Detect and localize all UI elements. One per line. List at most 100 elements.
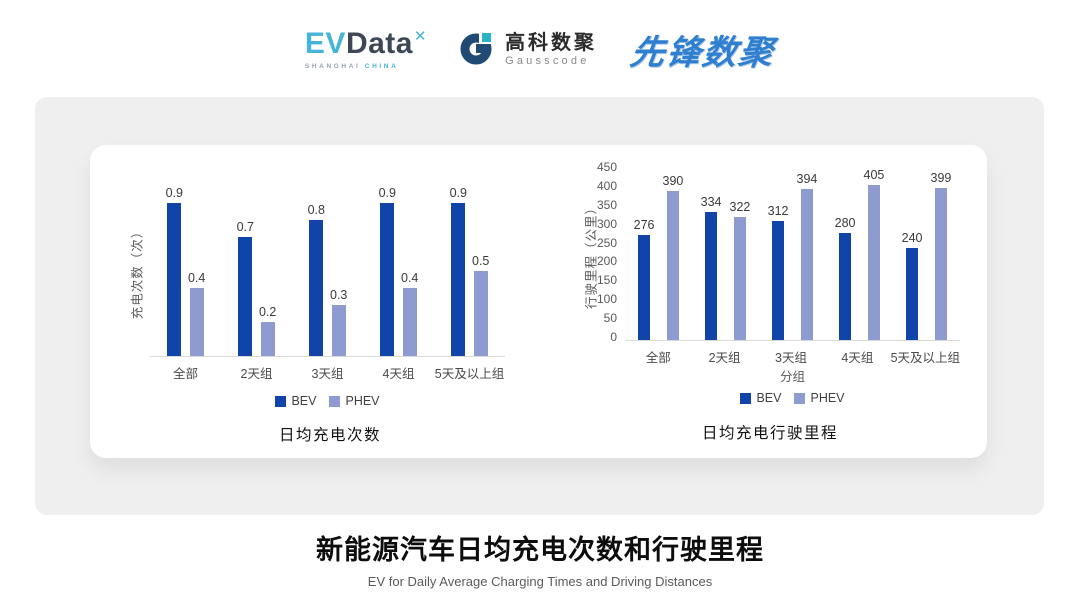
bar-value-label: 0.7 <box>236 220 254 234</box>
category-label: 4天组 <box>841 351 874 365</box>
gausscode-g-icon <box>460 29 497 70</box>
bar-phev-1 <box>666 190 679 340</box>
bar-wrap: 280 <box>835 216 856 340</box>
bar-phev-5 <box>473 271 488 356</box>
bar-bev-1 <box>638 234 651 340</box>
y-tick-label: 50 <box>603 311 617 325</box>
bar-group-5: 0.9 0.5 <box>434 186 505 356</box>
bar-bev-4 <box>380 203 395 356</box>
bar-bev-3 <box>309 220 324 356</box>
legend-label: PHEV <box>345 394 380 408</box>
bar-value-label: 0.3 <box>330 288 348 302</box>
y-tick-label: 350 <box>596 197 617 212</box>
bar-bev-3 <box>772 220 785 340</box>
bar-value-label: 240 <box>901 231 923 246</box>
bar-value-label: 0.4 <box>188 271 206 285</box>
legend-item-bev: BEV <box>740 391 781 405</box>
category-label: 全部 <box>645 351 671 365</box>
legend-swatch-bev <box>275 395 287 407</box>
chart-title: 日均充电行驶里程 <box>701 425 838 442</box>
bar-wrap: 312 <box>768 204 789 340</box>
category-label: 3天组 <box>775 351 807 365</box>
bar-wrap: 0.9 <box>379 186 396 356</box>
charts-card: 充电次数（次） 0.9 0.4 0.7 0.2 0.8 0.3 0.9 0.4 0.9 0.5 全… <box>90 145 987 458</box>
evdata-subtext: SHANGHAI CHINA <box>305 63 426 70</box>
category-label: 5天及以上组 <box>434 367 505 381</box>
bar-group-2: 0.7 0.2 <box>221 220 292 356</box>
bar-phev-1 <box>189 288 204 356</box>
y-tick-label: 100 <box>596 292 617 307</box>
y-axis-title: 充电次数（次） <box>130 224 145 320</box>
evdata-shanghai-text: SHANGHAI <box>304 62 361 70</box>
bar-value-label: 334 <box>700 195 722 210</box>
plot-area: 0.9 0.4 0.7 0.2 0.8 0.3 0.9 0.4 0.9 0.5 <box>150 186 505 357</box>
y-tick-label: 300 <box>596 216 617 231</box>
gausscode-wordmark: 高科数聚 Gausscode <box>505 32 597 67</box>
chart-daily-driving-distance: 行驶里程（公里） 450 400 350 300 250 200 150 100 50 0 276… <box>560 145 980 458</box>
legend-swatch-phev <box>329 395 341 407</box>
bar-value-label: 0.5 <box>472 254 490 268</box>
bar-phev-4 <box>867 185 880 340</box>
bar-group-3: 312 394 <box>759 172 826 340</box>
legend-item-phev: PHEV <box>329 394 380 408</box>
y-axis-ticks: 450 400 350 300 250 200 150 100 50 0 <box>577 160 617 344</box>
bar-phev-5 <box>934 187 947 340</box>
bar-wrap: 0.5 <box>472 254 489 356</box>
bar-phev-3 <box>800 189 813 340</box>
evdata-logo: EVData✕ SHANGHAI CHINA <box>304 26 428 70</box>
y-tick-label: 250 <box>596 235 617 250</box>
bar-value-label: 399 <box>930 170 952 185</box>
bar-phev-3 <box>331 305 346 356</box>
legend-item-phev: PHEV <box>794 391 845 405</box>
category-label: 4天组 <box>382 367 415 381</box>
header-logos: EVData✕ SHANGHAI CHINA 高科数聚 Gausscode <box>0 16 1080 82</box>
bar-group-5: 240 399 <box>893 170 960 340</box>
bar-wrap: 334 <box>701 195 722 340</box>
bar-value-label: 276 <box>633 217 655 232</box>
x-axis-title: 分组 <box>779 370 805 384</box>
x-axis-categories: 全部 2天组 3天组 4天组 5天及以上组 <box>625 347 960 366</box>
bar-wrap: 0.9 <box>450 186 467 356</box>
bar-phev-2 <box>733 216 746 340</box>
bar-group-3: 0.8 0.3 <box>292 203 363 356</box>
bar-value-label: 405 <box>863 168 885 183</box>
bar-wrap: 0.2 <box>259 305 276 356</box>
bar-value-label: 322 <box>729 199 751 214</box>
bar-group-2: 334 322 <box>692 195 759 340</box>
evdata-data-text: Data <box>345 26 413 60</box>
y-tick-label: 450 <box>596 160 617 174</box>
legend-label: PHEV <box>810 391 845 405</box>
y-tick-label: 0 <box>610 329 617 344</box>
legend-swatch-bev <box>740 392 752 404</box>
bar-value-label: 0.4 <box>401 271 419 285</box>
bar-value-label: 394 <box>796 172 818 187</box>
page-subtitle: EV for Daily Average Charging Times and … <box>367 574 713 589</box>
legend-swatch-phev <box>794 392 806 404</box>
bar-groups: 276 390 334 322 312 394 280 405 240 399 <box>625 168 960 340</box>
bar-phev-4 <box>402 288 417 356</box>
category-label: 2天组 <box>240 367 273 381</box>
legend: BEV PHEV <box>625 391 960 405</box>
legend-label: BEV <box>756 391 782 405</box>
category-label: 5天及以上组 <box>890 351 961 365</box>
page-title: 新能源汽车日均充电次数和行驶里程 <box>316 535 764 565</box>
bar-wrap: 405 <box>863 168 885 340</box>
xianfeng-shuju-logo: 先锋数聚 <box>627 33 778 72</box>
bar-wrap: 322 <box>729 199 751 340</box>
evdata-spark-icon: ✕ <box>413 27 428 45</box>
gray-panel: 充电次数（次） 0.9 0.4 0.7 0.2 0.8 0.3 0.9 0.4 0.9 0.5 全… <box>35 97 1044 515</box>
bar-value-label: 280 <box>834 216 856 230</box>
evdata-ev-text: EV <box>304 26 346 60</box>
legend-item-bev: BEV <box>275 394 316 408</box>
gausscode-cn-text: 高科数聚 <box>505 31 598 54</box>
bar-value-label: 0.9 <box>165 186 183 200</box>
bar-wrap: 399 <box>930 170 952 340</box>
bar-bev-2 <box>238 237 253 356</box>
bar-value-label: 0.2 <box>259 305 277 319</box>
legend: BEV PHEV <box>150 394 505 408</box>
y-tick-label: 150 <box>596 273 617 288</box>
bar-wrap: 240 <box>902 231 923 340</box>
bar-wrap: 0.9 <box>166 186 183 356</box>
chart-daily-charging-times: 充电次数（次） 0.9 0.4 0.7 0.2 0.8 0.3 0.9 0.4 0.9 0.5 全… <box>110 145 550 458</box>
